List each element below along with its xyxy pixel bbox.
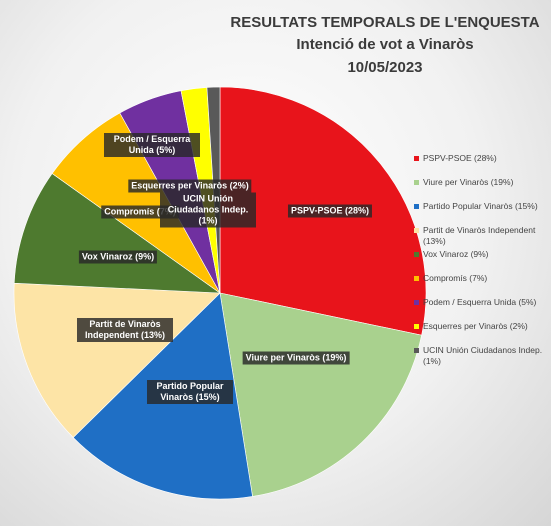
legend-label: PSPV-PSOE (28%)	[423, 153, 497, 163]
legend-swatch	[414, 180, 419, 185]
legend-label: Podem / Esquerra Unida (5%)	[423, 297, 537, 307]
chart-date: 10/05/2023	[347, 59, 423, 76]
chart-subtitle: Intenció de vot a Vinaròs	[296, 36, 474, 53]
legend-entry: Compromís (7%)	[414, 273, 544, 284]
legend-entry: Esquerres per Vinaròs (2%)	[414, 321, 544, 332]
data-label: UCIN Unión Ciudadanos Indep. (1%)	[160, 192, 256, 228]
pie-slice	[13, 173, 222, 294]
legend-entry: Viure per Vinaròs (19%)	[414, 177, 544, 188]
legend-swatch	[414, 324, 419, 329]
chart-title: RESULTATS TEMPORALS DE L'ENQUESTA	[230, 14, 540, 31]
legend-swatch	[414, 348, 419, 353]
pie-slice	[219, 292, 422, 497]
legend-swatch	[414, 204, 419, 209]
legend-label: Esquerres per Vinaròs (2%)	[423, 321, 528, 331]
legend-swatch	[414, 276, 419, 281]
data-label: Compromís (7%)	[101, 205, 179, 219]
data-label: Esquerres per Vinaròs (2%)	[128, 179, 252, 193]
legend-entry: UCIN Unión Ciudadanos Indep. (1%)	[414, 345, 544, 367]
legend-swatch	[414, 252, 419, 257]
legend-label: Viure per Vinaròs (19%)	[423, 177, 514, 187]
legend-label: UCIN Unión Ciudadanos Indep. (1%)	[423, 345, 543, 366]
data-label: Partido Popular Vinaròs (15%)	[147, 380, 233, 404]
data-label: Vox Vinaroz (9%)	[78, 250, 158, 264]
legend-entry: Vox Vinaroz (9%)	[414, 249, 544, 260]
legend-entry: Partit de Vinaròs Independent (13%)	[414, 225, 544, 247]
data-label: Partit de Vinaròs Independent (13%)	[77, 318, 173, 342]
data-label: Podem / Esquerra Unida (5%)	[104, 133, 200, 157]
data-label: Viure per Vinaròs (19%)	[242, 351, 350, 365]
legend-swatch	[414, 228, 419, 233]
legend-label: Partido Popular Vinaròs (15%)	[423, 201, 538, 211]
legend-swatch	[414, 156, 419, 161]
legend-label: Vox Vinaroz (9%)	[423, 249, 489, 259]
legend-label: Compromís (7%)	[423, 273, 488, 283]
legend-entry: Podem / Esquerra Unida (5%)	[414, 297, 544, 308]
legend-entry: PSPV-PSOE (28%)	[414, 153, 544, 164]
data-label: PSPV-PSOE (28%)	[287, 204, 373, 218]
legend-label: Partit de Vinaròs Independent (13%)	[423, 225, 536, 246]
legend-entry: Partido Popular Vinaròs (15%)	[414, 201, 544, 212]
legend-swatch	[414, 300, 419, 305]
